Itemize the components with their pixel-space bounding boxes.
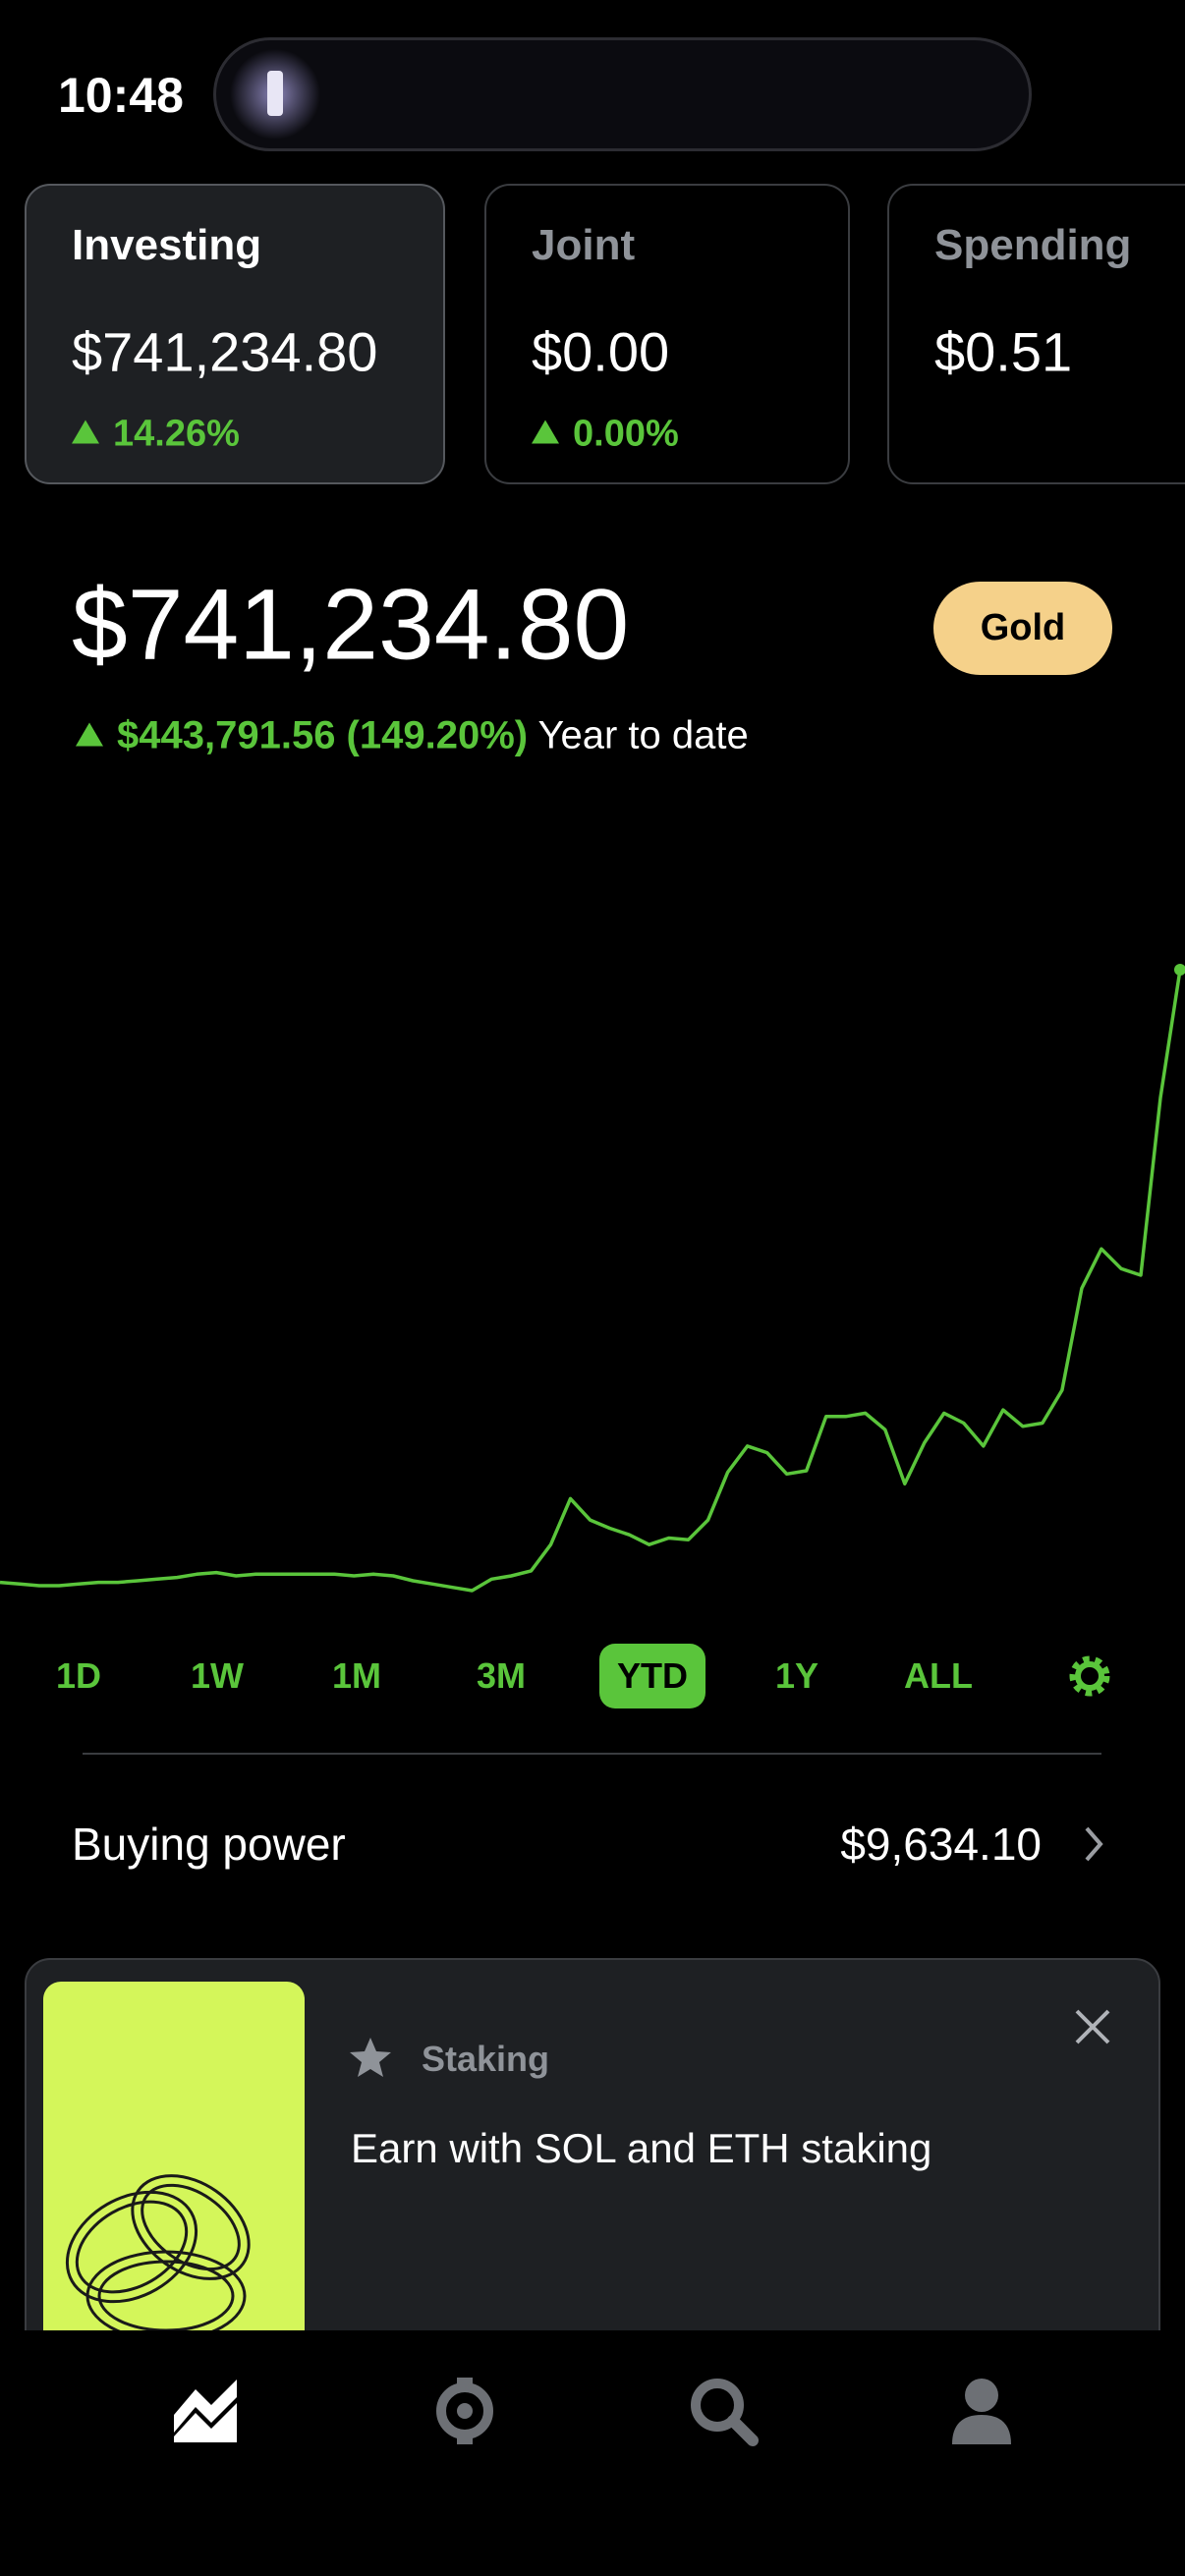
promo-card[interactable]: Staking Earn with SOL and ETH staking xyxy=(25,1958,1160,2371)
nav-investing[interactable] xyxy=(170,2376,241,2446)
nav-search[interactable] xyxy=(688,2376,759,2446)
account-change: 0.00% xyxy=(532,414,679,456)
account-amount: $0.51 xyxy=(934,320,1073,383)
range-button[interactable]: 3M xyxy=(476,1655,527,1696)
account-card[interactable]: Investing $741,234.80 14.26% xyxy=(25,184,445,484)
buying-power-label: Buying power xyxy=(72,1819,346,1870)
range-button[interactable]: 1D xyxy=(55,1655,102,1696)
range-button[interactable]: ALL xyxy=(904,1655,973,1696)
change-amount: $443,791.56 (149.20%) xyxy=(117,713,529,757)
nav-crypto[interactable] xyxy=(429,2376,500,2446)
account-amount: $741,234.80 xyxy=(72,320,378,383)
account-change: 14.26% xyxy=(72,414,240,456)
account-name: Joint xyxy=(532,221,636,269)
account-change-text: 14.26% xyxy=(113,413,240,455)
promo-text: Earn with SOL and ETH staking xyxy=(351,2125,932,2171)
range-button[interactable]: 1Y xyxy=(774,1655,819,1696)
close-icon[interactable] xyxy=(1073,2007,1112,2046)
account-name: Investing xyxy=(72,221,262,269)
last-point xyxy=(1174,964,1185,976)
account-card[interactable]: Spending $0.51 xyxy=(887,184,1185,484)
promo-tag: Staking xyxy=(422,2039,550,2079)
nav-account[interactable] xyxy=(946,2376,1017,2446)
price-line xyxy=(0,969,1182,1593)
account-change-text: 0.00% xyxy=(573,413,679,455)
dynamic-island xyxy=(213,37,1032,151)
star-icon xyxy=(350,2038,391,2077)
portfolio-change: $443,791.56 (149.20%) Year to date xyxy=(76,714,749,758)
range-button[interactable]: 1W xyxy=(191,1655,244,1696)
chevron-icon[interactable] xyxy=(1079,1822,1108,1866)
change-period: Year to date xyxy=(537,713,749,757)
bottom-nav xyxy=(0,2330,1185,2576)
divider xyxy=(83,1753,1101,1755)
buying-power-value[interactable]: $9,634.10 xyxy=(840,1819,1042,1870)
flashlight-icon xyxy=(230,49,320,140)
range-button[interactable]: YTD xyxy=(599,1644,705,1708)
gold-button[interactable]: Gold xyxy=(933,582,1112,675)
account-name: Spending xyxy=(934,221,1132,269)
portfolio-value: $741,234.80 xyxy=(72,568,630,681)
promo-image xyxy=(43,1982,305,2369)
account-card[interactable]: Joint $0.00 0.00% xyxy=(484,184,850,484)
account-amount: $0.00 xyxy=(532,320,670,383)
range-button[interactable]: 1M xyxy=(331,1655,382,1696)
time: 10:48 xyxy=(58,68,184,123)
settings-icon[interactable] xyxy=(1066,1652,1113,1700)
portfolio-chart xyxy=(0,964,1185,1593)
